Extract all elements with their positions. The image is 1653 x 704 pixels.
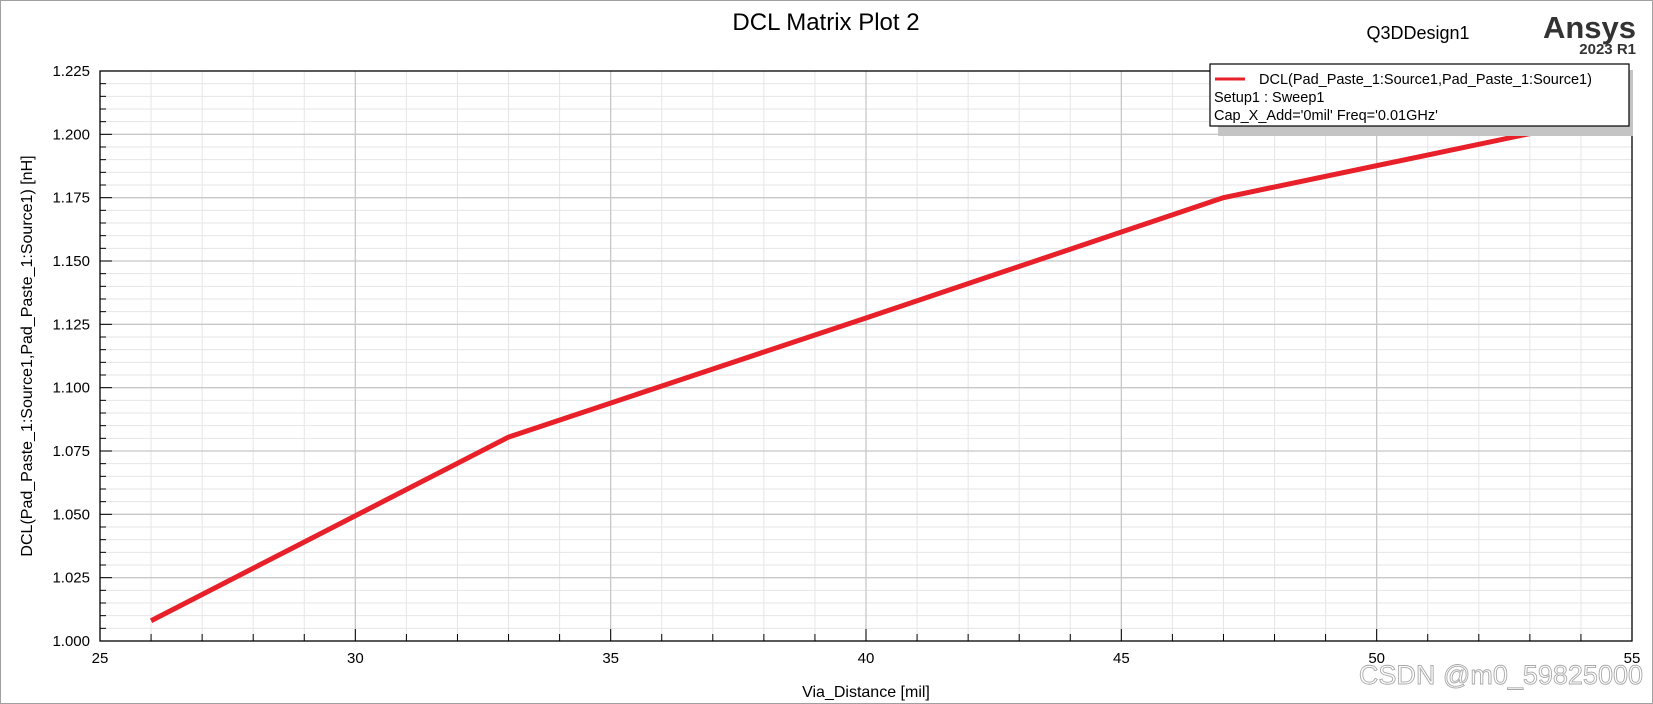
plot-area xyxy=(99,70,1633,642)
series-layer xyxy=(149,120,1582,623)
design-name: Q3DDesign1 xyxy=(1366,23,1469,43)
x-tick-label: 55 xyxy=(1624,650,1641,667)
x-tick-label: 50 xyxy=(1368,650,1385,667)
y-tick-label: 1.025 xyxy=(52,570,90,587)
y-tick-label: 1.150 xyxy=(52,253,90,270)
x-tick-label: 45 xyxy=(1113,650,1130,667)
legend-setup: Setup1 : Sweep1 xyxy=(1214,90,1324,106)
y-axis-label: DCL(Pad_Paste_1:Source1,Pad_Paste_1:Sour… xyxy=(19,155,36,556)
ansys-logo: Ansys xyxy=(1543,10,1636,45)
legend-series-name: DCL(Pad_Paste_1:Source1,Pad_Paste_1:Sour… xyxy=(1259,72,1592,88)
y-tick-label: 1.200 xyxy=(52,126,90,143)
y-tick-label: 1.050 xyxy=(52,506,90,523)
x-tick-label: 40 xyxy=(858,650,875,667)
y-tick-labels: 1.000 1.025 1.050 1.075 1.100 1.125 1.150 1.175… xyxy=(52,63,90,650)
x-tick-label: 25 xyxy=(92,650,109,667)
x-tick-label: 30 xyxy=(347,650,364,667)
legend[interactable]: DCL(Pad_Paste_1:Source1,Pad_Paste_1:Sour… xyxy=(1209,63,1633,136)
y-tick-label: 1.125 xyxy=(52,316,90,333)
y-tick-label: 1.000 xyxy=(52,633,90,650)
x-tick-label: 35 xyxy=(602,650,619,667)
grid-major xyxy=(100,71,1632,641)
y-tick-label: 1.075 xyxy=(52,443,90,460)
legend-box xyxy=(1209,63,1630,127)
y-tick-label: 1.175 xyxy=(52,190,90,207)
csdn-watermark: CSDN @m0_59825000 xyxy=(1359,660,1643,690)
y-tick-label: 1.225 xyxy=(52,63,90,80)
x-tick-labels: 25 30 35 40 45 50 55 xyxy=(92,650,1641,667)
ansys-version: 2023 R1 xyxy=(1579,41,1636,58)
x-axis-label: Via_Distance [mil] xyxy=(802,684,930,701)
legend-variables: Cap_X_Add='0mil' Freq='0.01GHz' xyxy=(1214,108,1438,124)
chart-title: DCL Matrix Plot 2 xyxy=(732,9,919,36)
series-line xyxy=(149,120,1582,623)
y-tick-label: 1.100 xyxy=(52,380,90,397)
